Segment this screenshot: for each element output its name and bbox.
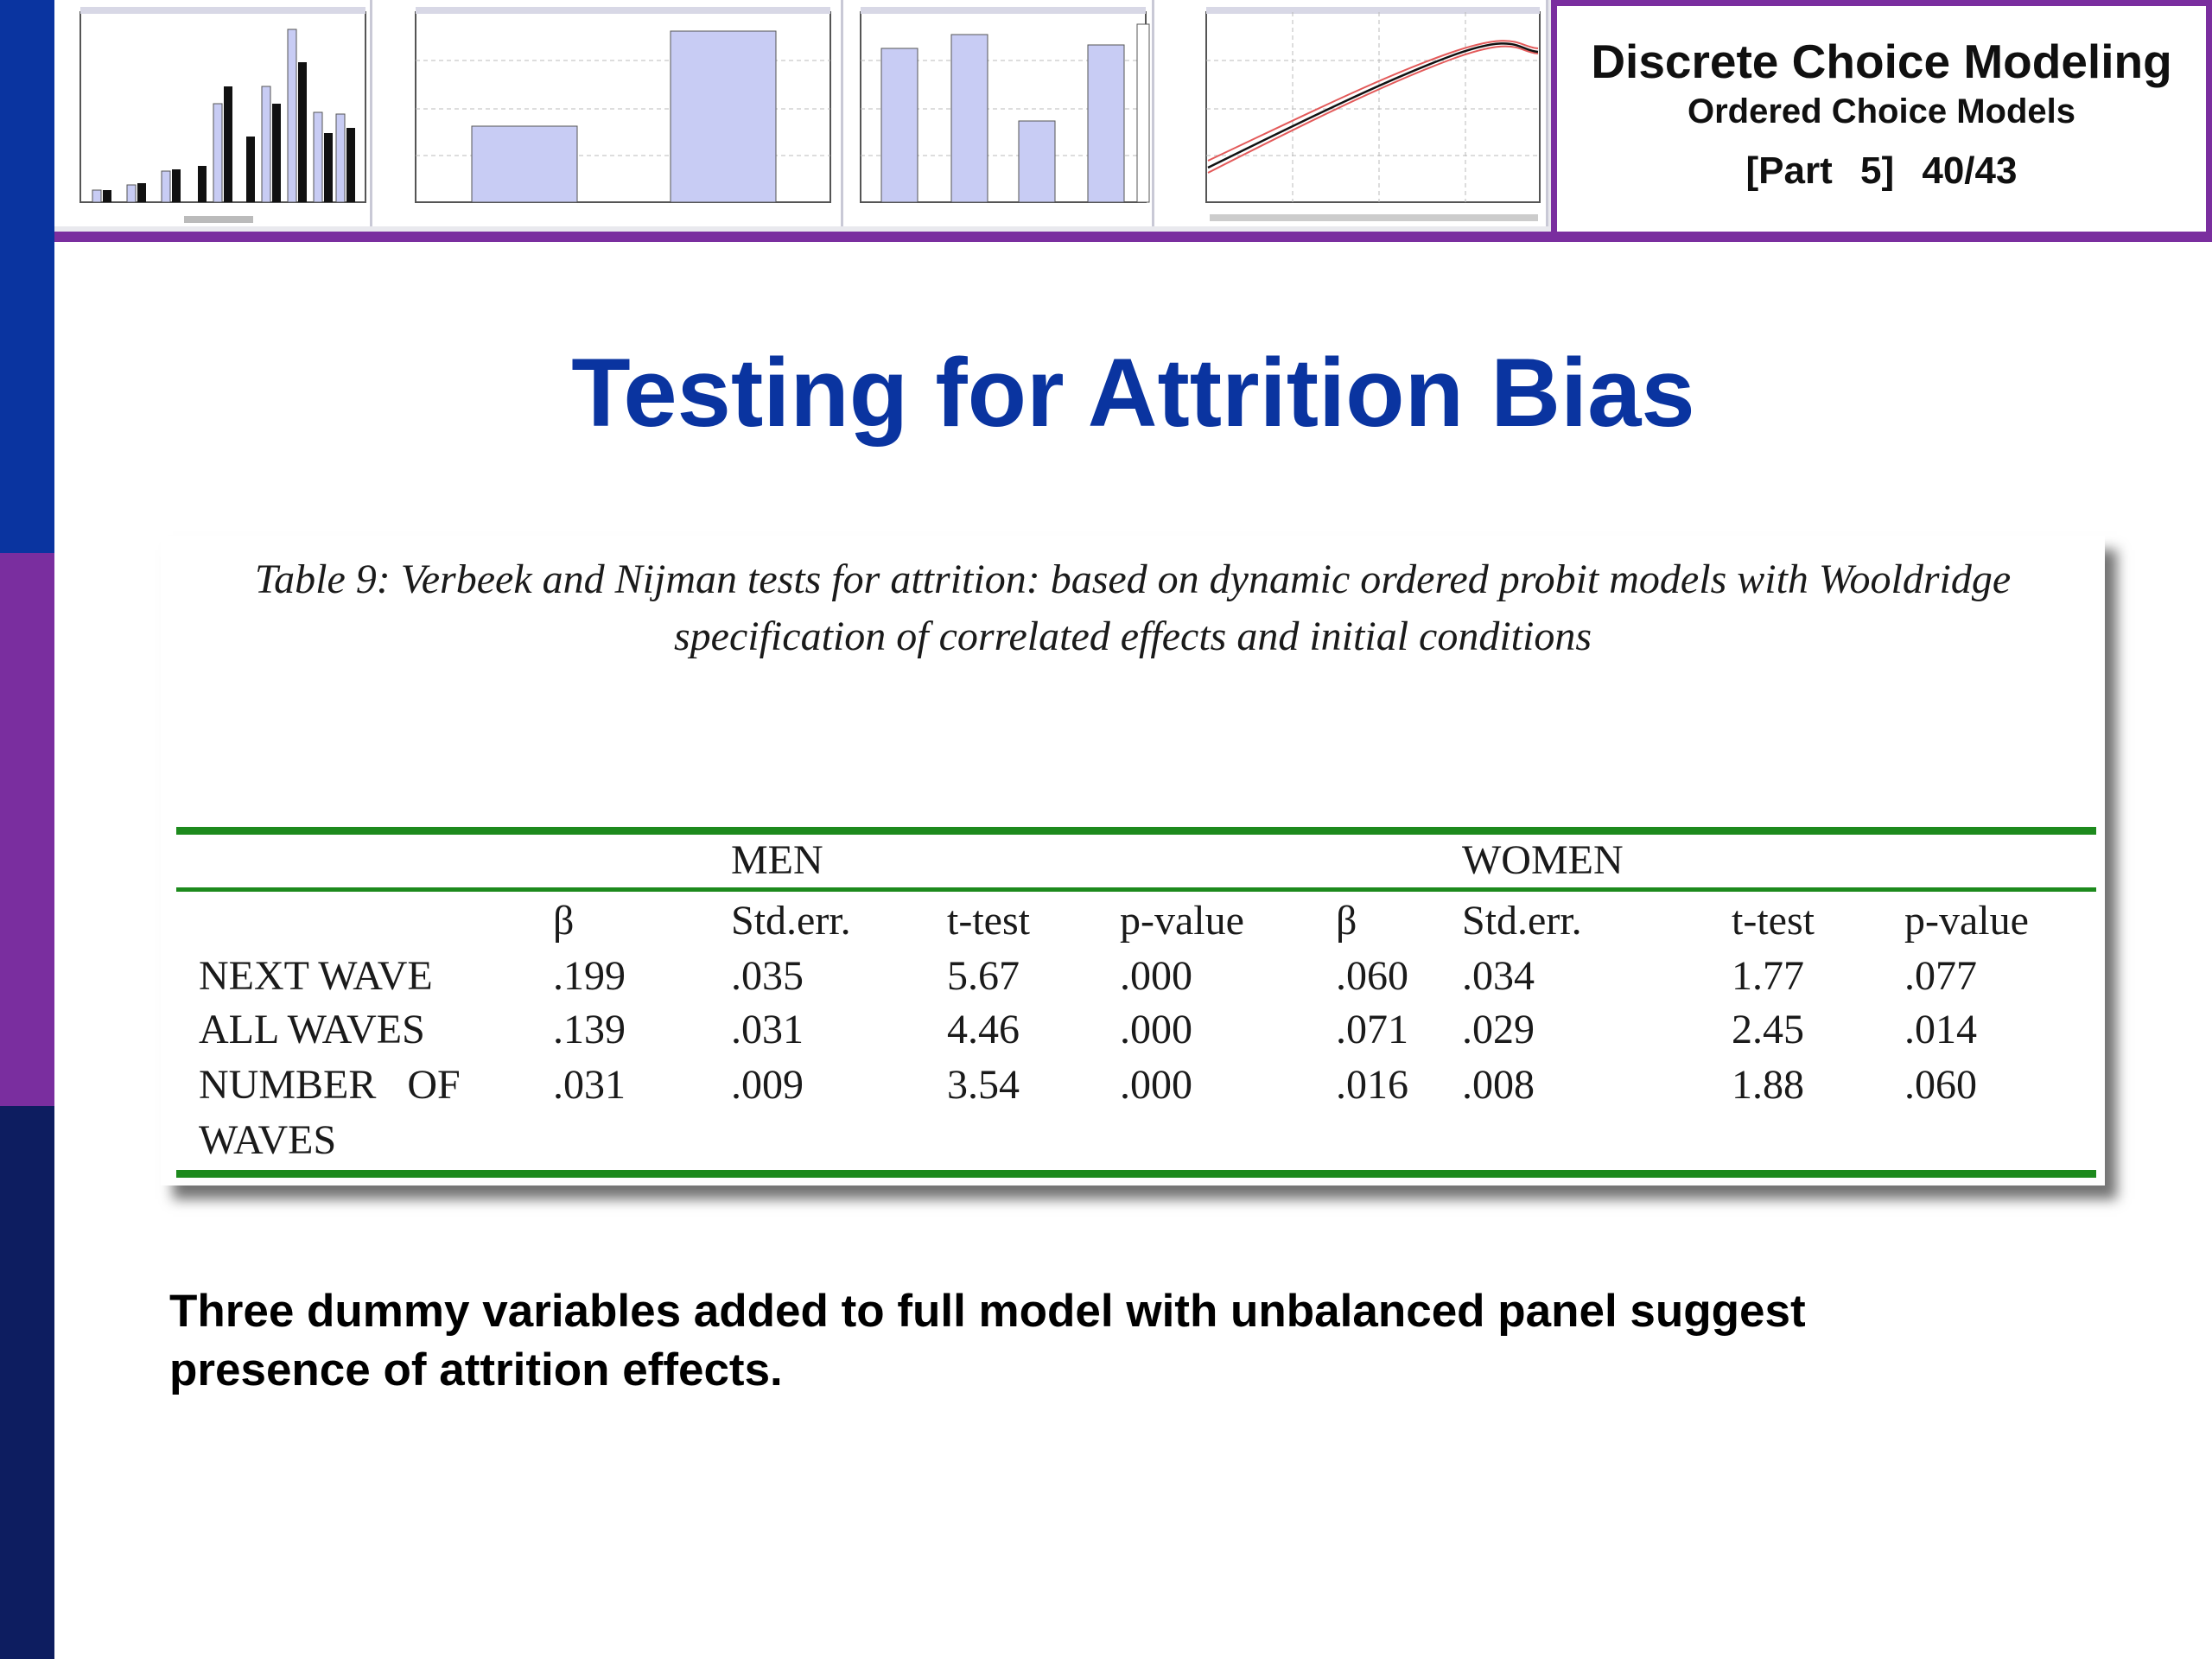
table-header-rule bbox=[176, 887, 2096, 892]
table-cell: 2.45 bbox=[1732, 1007, 1804, 1052]
group-header-women: WOMEN bbox=[1462, 837, 1624, 883]
header-thumbnail-line-chart bbox=[1154, 0, 1548, 226]
column-header: β bbox=[1336, 898, 1357, 944]
header-thumbnail-bar-chart bbox=[372, 0, 843, 226]
column-header: p-value bbox=[1904, 898, 2029, 944]
course-title: Discrete Choice Modeling bbox=[1591, 35, 2172, 88]
accent-bar-purple bbox=[0, 553, 54, 1106]
results-table-figure: Table 9: Verbeek and Nijman tests for at… bbox=[161, 536, 2105, 1185]
table-cell: .199 bbox=[553, 953, 626, 999]
row-label: ALL WAVES bbox=[199, 1007, 425, 1052]
group-header-men: MEN bbox=[731, 837, 823, 883]
page-title: Testing for Attrition Bias bbox=[571, 339, 1695, 447]
table-caption-line-1: Table 9: Verbeek and Nijman tests for at… bbox=[254, 556, 2012, 602]
accent-bar-navy bbox=[0, 1106, 54, 1659]
row-label: NEXT WAVE bbox=[199, 953, 433, 999]
part-label: [Part 5] bbox=[1745, 149, 1895, 192]
column-header: β bbox=[553, 898, 575, 944]
table-cell: 3.54 bbox=[947, 1062, 1020, 1108]
column-header: Std.err. bbox=[731, 898, 851, 944]
footnote: Three dummy variables added to full mode… bbox=[169, 1282, 1806, 1400]
page-counter: 40/43 bbox=[1922, 149, 2018, 192]
row-label: NUMBER OF bbox=[199, 1062, 461, 1108]
table-cell: 1.88 bbox=[1732, 1062, 1804, 1108]
table-cell: 5.67 bbox=[947, 953, 1020, 999]
column-header: t-test bbox=[1732, 898, 1815, 944]
table-cell: .000 bbox=[1120, 1062, 1192, 1108]
column-header: t-test bbox=[947, 898, 1030, 944]
table-cell: 1.77 bbox=[1732, 953, 1804, 999]
table-cell: .000 bbox=[1120, 953, 1192, 999]
table-cell: .077 bbox=[1904, 953, 1977, 999]
table-cell: .031 bbox=[553, 1062, 626, 1108]
table-cell: .034 bbox=[1462, 953, 1535, 999]
course-subtitle: Ordered Choice Models bbox=[1688, 92, 2075, 130]
table-cell: .014 bbox=[1904, 1007, 1977, 1052]
table-caption: Table 9: Verbeek and Nijman tests for at… bbox=[161, 551, 2105, 665]
table-cell: .035 bbox=[731, 953, 804, 999]
part-and-page: [Part 5] 40/43 bbox=[1557, 149, 2206, 193]
column-header: Std.err. bbox=[1462, 898, 1582, 944]
row-label-continuation: WAVES bbox=[199, 1117, 337, 1163]
table-cell: .060 bbox=[1336, 953, 1408, 999]
accent-bar-blue bbox=[0, 0, 54, 553]
table-top-rule bbox=[176, 827, 2096, 835]
footnote-line-1: Three dummy variables added to full mode… bbox=[169, 1286, 1806, 1337]
column-header: p-value bbox=[1120, 898, 1244, 944]
left-accent-bar bbox=[0, 0, 54, 1659]
footnote-line-2: presence of attrition effects. bbox=[169, 1344, 783, 1395]
table-cell: .139 bbox=[553, 1007, 626, 1052]
table-cell: .000 bbox=[1120, 1007, 1192, 1052]
table-cell: .071 bbox=[1336, 1007, 1408, 1052]
table-caption-line-2: specification of correlated effects and … bbox=[673, 613, 1592, 659]
table-cell: .016 bbox=[1336, 1062, 1408, 1108]
table-cell: .031 bbox=[731, 1007, 804, 1052]
header-thumbnail-histogram bbox=[54, 0, 372, 226]
course-title-box: Discrete Choice Modeling Ordered Choice … bbox=[1551, 0, 2212, 238]
header-thumbnail-bar-chart-2 bbox=[843, 0, 1154, 226]
table-cell: 4.46 bbox=[947, 1007, 1020, 1052]
table-cell: .009 bbox=[731, 1062, 804, 1108]
table-bottom-rule bbox=[176, 1170, 2096, 1178]
table-cell: .029 bbox=[1462, 1007, 1535, 1052]
table-cell: .060 bbox=[1904, 1062, 1977, 1108]
table-cell: .008 bbox=[1462, 1062, 1535, 1108]
